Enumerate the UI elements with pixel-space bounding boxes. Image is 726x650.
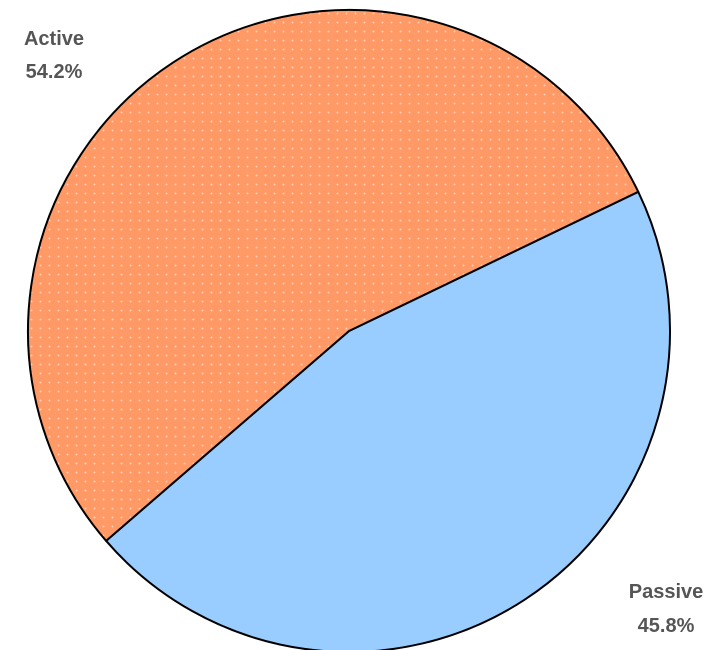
slice-percent-passive: 45.8% [638,615,695,637]
slice-label-passive: Passive [629,581,704,603]
slice-label-active: Active [24,28,84,50]
pie-slices [27,9,671,650]
pie-slice-passive [105,190,671,650]
slice-percent-active: 54.2% [26,61,83,83]
pie-slice-active [27,9,640,542]
